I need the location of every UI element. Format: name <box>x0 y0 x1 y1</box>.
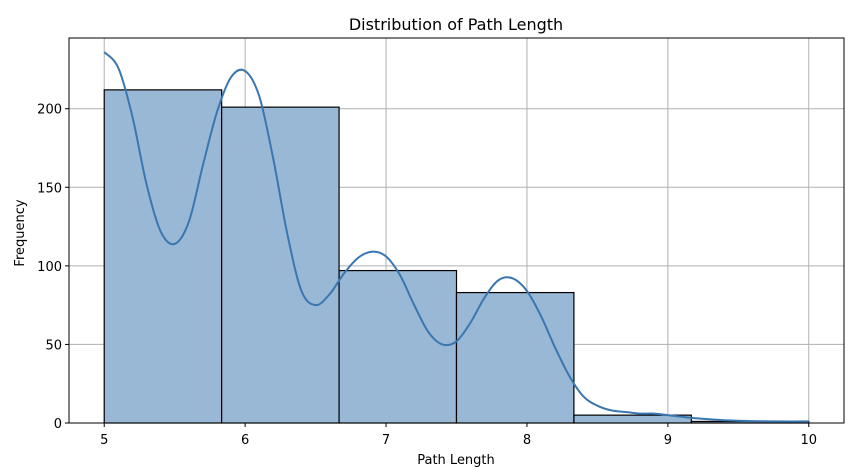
y-tick-label: 100 <box>37 260 62 275</box>
x-tick-label: 8 <box>523 433 531 448</box>
chart-title: Distribution of Path Length <box>349 15 563 34</box>
y-tick-label: 200 <box>37 103 62 118</box>
x-axis-label: Path Length <box>417 453 495 467</box>
histogram-bar <box>103 89 223 424</box>
x-tick-label: 7 <box>382 433 390 448</box>
bars <box>103 89 810 424</box>
kde-line <box>103 51 809 423</box>
histogram-bar <box>221 106 340 424</box>
histogram-bar <box>338 269 458 424</box>
x-tick-label: 5 <box>100 433 108 448</box>
y-tick-label: 0 <box>54 417 62 432</box>
x-tick-label: 6 <box>241 433 249 448</box>
histogram-bar <box>455 291 575 424</box>
kde-curve <box>103 51 809 423</box>
plot-frame <box>68 37 845 424</box>
x-tick-label: 9 <box>664 433 672 448</box>
y-axis-label: Frequency <box>13 199 28 266</box>
x-tick-label: 10 <box>800 433 817 448</box>
y-tick-label: 50 <box>45 338 62 353</box>
y-tick-label: 150 <box>37 181 62 196</box>
